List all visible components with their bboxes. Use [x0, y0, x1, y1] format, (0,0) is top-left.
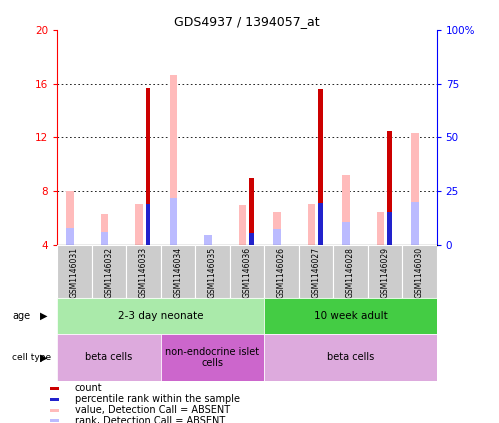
Bar — [57, 245, 92, 298]
Bar — [204, 240, 212, 245]
Text: count: count — [75, 383, 102, 393]
Bar — [170, 198, 177, 245]
Bar — [333, 245, 368, 298]
Text: non-endocrine islet
cells: non-endocrine islet cells — [166, 346, 259, 368]
Text: beta cells: beta cells — [85, 352, 133, 363]
Bar — [92, 245, 126, 298]
Text: GSM1146027: GSM1146027 — [311, 247, 320, 298]
Bar — [299, 245, 333, 298]
Text: 2-3 day neonate: 2-3 day neonate — [118, 311, 204, 321]
Bar — [66, 228, 74, 245]
Text: GSM1146029: GSM1146029 — [380, 247, 389, 298]
Bar — [101, 214, 108, 245]
Bar — [264, 298, 437, 334]
Bar — [368, 245, 402, 298]
Text: age: age — [12, 311, 30, 321]
Bar — [308, 203, 315, 245]
Bar — [195, 245, 230, 298]
Text: cell type: cell type — [12, 353, 51, 362]
Bar — [50, 398, 59, 401]
Bar — [318, 203, 323, 245]
Text: GSM1146035: GSM1146035 — [208, 247, 217, 298]
Text: ▶: ▶ — [40, 311, 47, 321]
Bar — [57, 334, 161, 381]
Bar — [411, 202, 419, 245]
Bar — [161, 334, 264, 381]
Bar — [387, 131, 392, 245]
Text: percentile rank within the sample: percentile rank within the sample — [75, 394, 240, 404]
Bar — [411, 133, 419, 245]
Bar — [50, 387, 59, 390]
Text: GSM1146028: GSM1146028 — [346, 247, 355, 298]
Text: GSM1146026: GSM1146026 — [277, 247, 286, 298]
Bar — [377, 212, 384, 245]
Bar — [57, 298, 264, 334]
Text: beta cells: beta cells — [327, 352, 374, 363]
Bar — [101, 232, 108, 245]
Bar — [126, 245, 161, 298]
Bar — [50, 409, 59, 412]
Bar — [146, 88, 151, 245]
Text: 10 week adult: 10 week adult — [313, 311, 387, 321]
Text: GSM1146030: GSM1146030 — [415, 247, 424, 298]
Text: GSM1146036: GSM1146036 — [243, 247, 251, 298]
Bar — [170, 75, 177, 245]
Bar — [402, 245, 437, 298]
Text: GSM1146034: GSM1146034 — [174, 247, 183, 298]
Bar — [230, 245, 264, 298]
Bar — [239, 205, 247, 245]
Bar — [318, 89, 323, 245]
Bar — [135, 203, 143, 245]
Title: GDS4937 / 1394057_at: GDS4937 / 1394057_at — [174, 16, 320, 28]
Bar — [342, 175, 350, 245]
Bar — [273, 229, 281, 245]
Bar — [264, 245, 299, 298]
Bar — [161, 245, 195, 298]
Bar — [66, 191, 74, 245]
Text: rank, Detection Call = ABSENT: rank, Detection Call = ABSENT — [75, 415, 225, 423]
Bar — [146, 204, 151, 245]
Bar — [204, 234, 212, 245]
Bar — [249, 178, 254, 245]
Text: GSM1146031: GSM1146031 — [70, 247, 79, 298]
Text: GSM1146032: GSM1146032 — [105, 247, 114, 298]
Bar — [273, 212, 281, 245]
Bar — [264, 334, 437, 381]
Text: GSM1146033: GSM1146033 — [139, 247, 148, 298]
Text: value, Detection Call = ABSENT: value, Detection Call = ABSENT — [75, 405, 230, 415]
Text: ▶: ▶ — [40, 352, 47, 363]
Bar — [342, 222, 350, 245]
Bar — [249, 233, 254, 245]
Bar — [387, 212, 392, 245]
Bar — [50, 419, 59, 422]
